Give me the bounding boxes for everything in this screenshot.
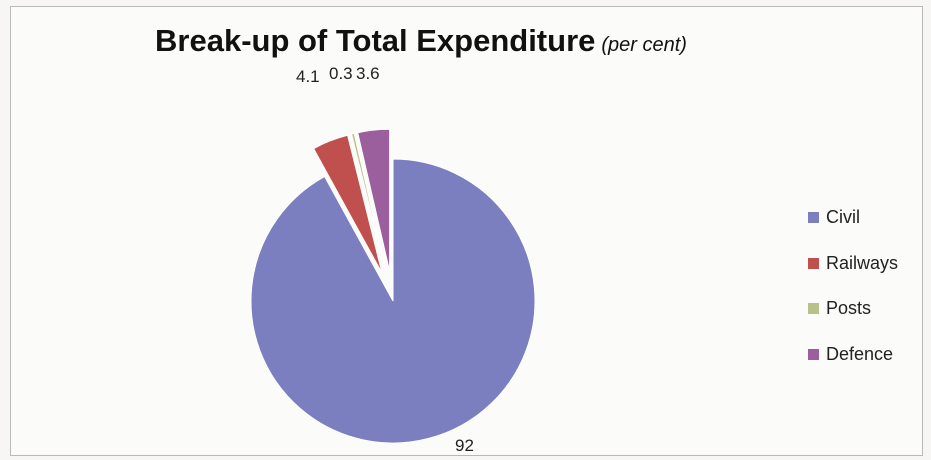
chart-title-main: Break-up of Total Expenditure bbox=[155, 23, 596, 58]
legend-swatch bbox=[808, 348, 819, 360]
data-label-posts: 0.3 bbox=[329, 64, 353, 83]
legend-swatch bbox=[808, 257, 819, 269]
legend-item-posts: Posts bbox=[808, 286, 898, 332]
legend-label: Railways bbox=[826, 252, 899, 273]
legend-swatch bbox=[808, 303, 819, 315]
pie-slice-posts bbox=[350, 132, 387, 272]
pie-slice-defence bbox=[357, 128, 391, 272]
legend-item-railways: Railways bbox=[808, 241, 898, 287]
chart-title: Break-up of Total Expenditure (per cent) bbox=[11, 23, 831, 59]
pie-slice-railways bbox=[312, 134, 383, 274]
chart-legend: Civil Railways Posts Defence bbox=[808, 195, 898, 377]
pie-chart: 92 4.1 0.3 3.6 bbox=[250, 64, 536, 455]
data-label-civil: 92 bbox=[455, 436, 474, 455]
chart-subtitle: (per cent) bbox=[601, 34, 687, 56]
legend-label: Civil bbox=[826, 207, 860, 228]
pie-slice-civil bbox=[250, 158, 536, 444]
legend-swatch bbox=[808, 212, 819, 224]
data-label-defence: 3.6 bbox=[356, 64, 380, 83]
data-label-railways: 4.1 bbox=[296, 67, 320, 86]
legend-label: Posts bbox=[826, 298, 872, 319]
legend-item-defence: Defence bbox=[808, 332, 898, 378]
legend-label: Defence bbox=[826, 343, 894, 364]
legend-item-civil: Civil bbox=[808, 195, 898, 241]
chart-frame: Break-up of Total Expenditure (per cent) … bbox=[10, 6, 923, 456]
